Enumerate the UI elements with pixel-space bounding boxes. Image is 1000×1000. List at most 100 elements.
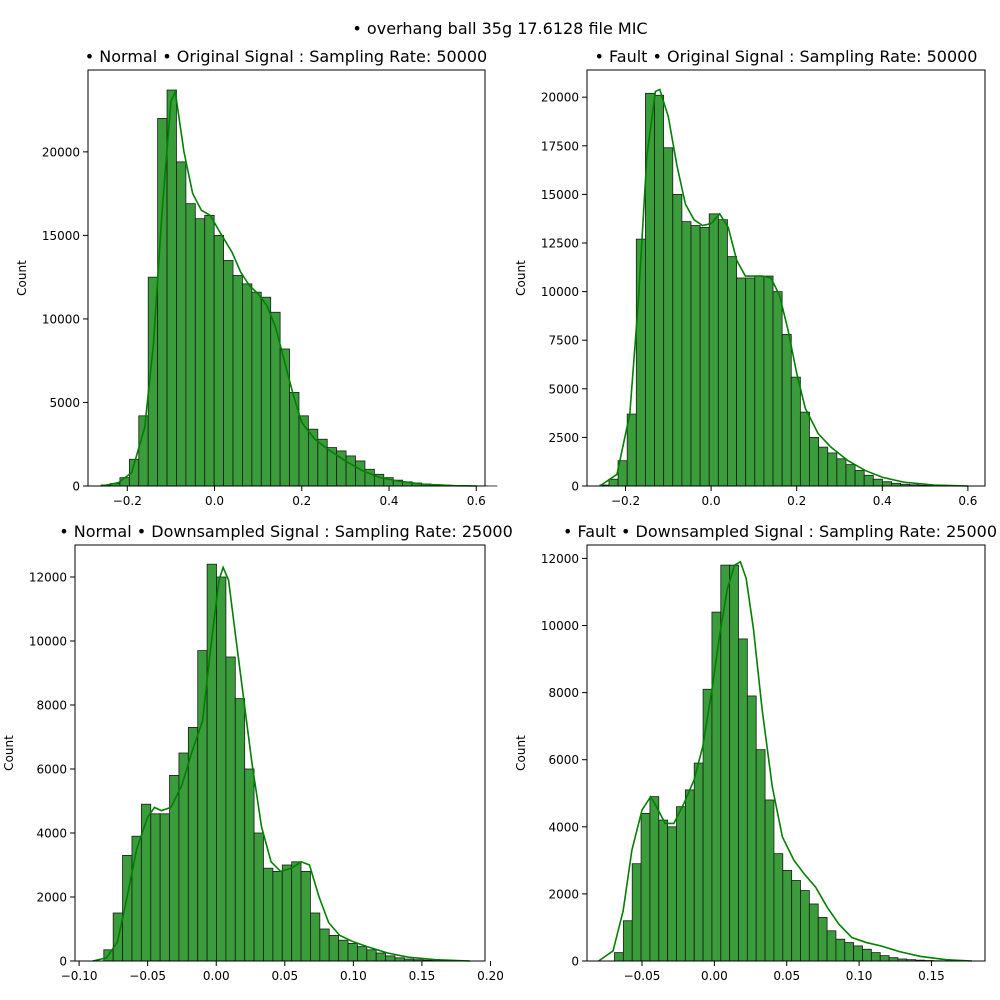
kde-density-line — [599, 88, 968, 487]
histogram-bar — [251, 291, 262, 487]
histogram-bar — [317, 438, 328, 487]
histogram-bar — [772, 291, 783, 487]
x-axis-ticks: −0.10 −0.05 0.00 0.05 0.10 0.15 0.20 — [61, 961, 504, 983]
histogram-bar — [727, 256, 737, 487]
histogram-bar — [799, 411, 810, 487]
y-tick-label: 6000 — [36, 763, 67, 777]
histogram-bar — [755, 749, 766, 962]
histogram-normal-original: • Normal • Original Signal : Sampling Ra… — [15, 47, 498, 508]
histogram-bar — [800, 890, 810, 962]
y-tick-label: 2500 — [548, 431, 579, 445]
histogram-bar — [836, 458, 847, 487]
histogram-bar — [345, 455, 356, 487]
x-tick-label: 0.0 — [205, 494, 224, 508]
histogram-bar — [782, 870, 793, 962]
x-axis-ticks: −0.2 0.0 0.2 0.4 0.6 — [611, 486, 977, 508]
histogram-bar — [319, 928, 330, 962]
histogram-bar — [790, 376, 801, 487]
histogram-bar — [234, 698, 246, 962]
histogram-bar — [676, 806, 686, 962]
histogram-normal-downsampled: • Normal • Downsampled Signal : Sampling… — [2, 522, 513, 983]
histogram-bar — [253, 832, 264, 962]
y-tick-label: 0 — [571, 480, 579, 494]
subplot-title: • Fault • Downsampled Signal : Sampling … — [563, 522, 997, 541]
y-axis-ticks: 0 2000 4000 6000 8000 10000 12000 — [541, 552, 587, 969]
histogram-bar — [347, 943, 358, 962]
x-tick-label: 0.20 — [477, 969, 504, 983]
x-tick-label: −0.2 — [113, 494, 142, 508]
histogram-bar — [711, 611, 722, 962]
histogram-bar — [357, 946, 368, 962]
histogram-bar — [242, 283, 253, 487]
histogram-bar — [194, 218, 206, 487]
histogram-bar — [310, 912, 321, 962]
histogram-bar — [385, 955, 396, 962]
histogram-bar — [844, 942, 855, 962]
y-tick-label: 0 — [59, 955, 67, 969]
histogram-bar — [300, 871, 311, 962]
histogram-fault-original: • Fault • Original Signal : Sampling Rat… — [514, 47, 986, 508]
histogram-bar — [176, 161, 187, 487]
axes-frame — [87, 69, 486, 487]
y-tick-label: 12500 — [541, 237, 579, 251]
histogram-bar — [658, 819, 669, 962]
y-tick-label: 20000 — [541, 91, 579, 105]
x-tick-label: 0.05 — [271, 969, 298, 983]
histogram-bar — [640, 812, 651, 962]
y-tick-label: 20000 — [42, 145, 80, 159]
x-tick-label: 0.05 — [773, 969, 800, 983]
x-tick-label: −0.10 — [61, 969, 98, 983]
histogram-bar — [729, 564, 739, 962]
x-tick-label: 0.6 — [958, 494, 977, 508]
y-tick-label: 5000 — [548, 382, 579, 396]
x-tick-label: 0.15 — [918, 969, 945, 983]
histogram-bar — [649, 796, 660, 962]
subplot-title: • Normal • Downsampled Signal : Sampling… — [59, 522, 513, 541]
histogram-bar — [717, 219, 728, 487]
histogram-bar — [781, 333, 792, 487]
subplot-title: • Fault • Original Signal : Sampling Rat… — [595, 47, 978, 66]
histogram-bar — [879, 955, 890, 962]
histogram-bar — [854, 470, 865, 487]
histogram-bar — [791, 880, 801, 962]
histogram-bar — [244, 768, 255, 962]
histogram-bar — [699, 227, 710, 487]
histogram-bar — [863, 474, 874, 487]
histogram-bar — [216, 576, 227, 962]
histogram-bar — [213, 234, 224, 487]
x-axis-ticks: −0.05 0.00 0.05 0.10 0.15 — [624, 961, 945, 983]
histogram-bar — [827, 452, 838, 487]
histogram-bar — [817, 916, 828, 962]
y-tick-label: 17500 — [541, 139, 579, 153]
y-axis-ticks: 0 5000 10000 15000 20000 — [42, 145, 88, 494]
histogram-bar — [338, 939, 349, 962]
histogram-bar — [808, 903, 819, 962]
histogram-bar — [608, 478, 619, 487]
histogram-bar — [773, 853, 784, 962]
axes-frame — [74, 544, 486, 962]
histogram-bar — [260, 296, 272, 487]
histogram-bar — [684, 789, 695, 962]
y-tick-label: 0 — [571, 955, 579, 969]
histogram-bar — [635, 238, 646, 487]
subplot-title: • Normal • Original Signal : Sampling Ra… — [85, 47, 487, 66]
histogram-bar — [298, 415, 309, 487]
x-tick-label: 0.10 — [846, 969, 873, 983]
x-tick-label: 0.6 — [467, 494, 486, 508]
x-tick-label: 0.4 — [873, 494, 892, 508]
histogram-bar — [708, 213, 719, 487]
y-tick-label: 8000 — [548, 686, 579, 700]
histogram-bar — [150, 813, 161, 962]
histogram-bar — [746, 695, 757, 962]
x-tick-label: −0.05 — [129, 969, 166, 983]
histogram-bar — [140, 803, 152, 962]
histogram-bar — [279, 348, 290, 487]
histogram-bar — [870, 952, 881, 962]
y-axis-label: Count — [514, 260, 528, 296]
y-axis-label: Count — [514, 735, 528, 771]
y-tick-label: 4000 — [548, 820, 579, 834]
x-tick-label: 0.15 — [409, 969, 436, 983]
kde-density-line — [598, 560, 973, 962]
x-tick-label: 0.2 — [787, 494, 806, 508]
y-axis-label: Count — [2, 735, 16, 771]
